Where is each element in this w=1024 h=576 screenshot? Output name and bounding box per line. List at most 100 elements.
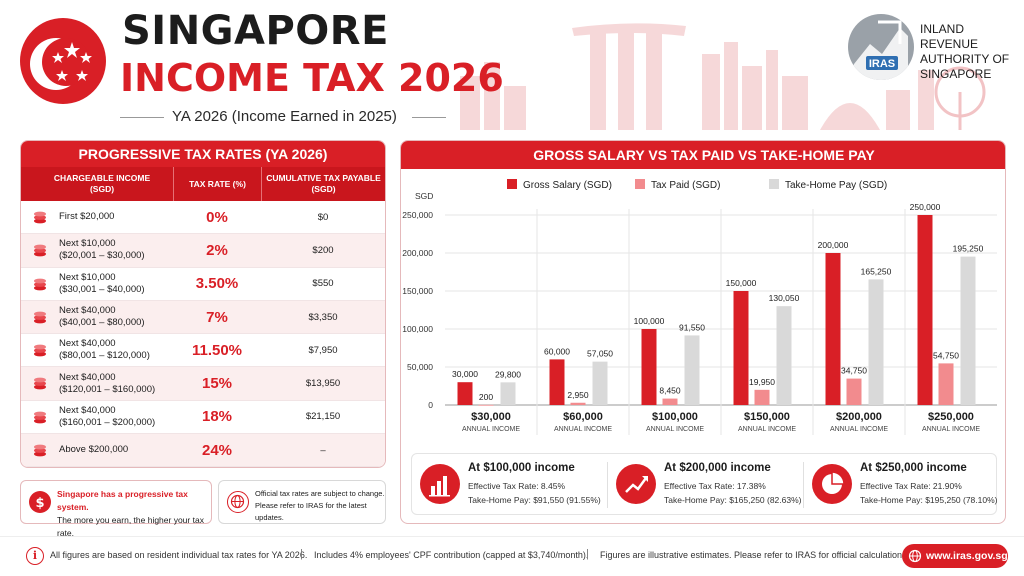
footer-separator: | [586, 548, 589, 560]
iras-logo-icon: IRAS [848, 14, 914, 80]
tax-rate-value: 7% [206, 308, 228, 326]
cumulative-tax-value: $200 [312, 244, 334, 256]
divider [803, 462, 804, 508]
income-bracket-range: ($40,001 – $80,000) [59, 317, 145, 329]
globe-icon [227, 491, 249, 513]
table-row: Next $40,000 ($40,001 – $80,000) 7% $3,350 [21, 300, 385, 335]
summary-card-200k: At $200,000 income Effective Tax Rate: 1… [608, 454, 803, 516]
income-bracket-range: ($30,001 – $40,000) [59, 283, 145, 295]
tax-rate-value: 2% [206, 241, 228, 259]
bar [457, 382, 473, 405]
income-bracket: Next $40,000 ($40,001 – $80,000) [59, 305, 173, 329]
bar [776, 306, 792, 405]
bar [960, 256, 976, 405]
summary-cards: At $100,000 income Effective Tax Rate: 8… [411, 453, 999, 516]
table-row: Next $40,000 ($80,001 – $120,000) 11.50% $7… [21, 334, 385, 368]
svg-text:$: $ [35, 496, 44, 511]
globe-icon [908, 549, 922, 563]
page-subtitle: YA 2026 (Income Earned in 2025) [172, 108, 397, 125]
footer-note: All figures are based on resident indivi… [50, 550, 308, 560]
bar-value-label: 8,450 [659, 386, 681, 396]
bar-value-label: 200,000 [818, 240, 849, 250]
income-bracket: Next $10,000 ($30,001 – $40,000) [59, 272, 173, 296]
info-icon: i [26, 547, 44, 565]
x-category-label: $60,000 [563, 411, 603, 423]
bar [662, 398, 678, 405]
note-line: The more you earn, the higher your tax r… [57, 515, 204, 538]
cumulative-tax-value: – [320, 444, 326, 456]
income-bracket-label: Next $10,000 [59, 271, 116, 283]
x-category-label: $250,000 [928, 411, 974, 423]
bar-chart-icon [420, 464, 460, 504]
org-name-line: SINGAPORE [920, 67, 992, 81]
bar [754, 389, 770, 405]
income-bracket-label: Above $200,000 [59, 444, 129, 456]
y-axis-label: SGD [415, 191, 433, 201]
cumulative-tax-value: $21,150 [305, 411, 341, 423]
x-category-sublabel: ANNUAL INCOME [646, 426, 704, 433]
legend-swatch [635, 179, 645, 189]
note-line: Please refer to IRAS for the latest upda… [255, 501, 367, 522]
chart-panel: GROSS SALARY VS TAX PAID VS TAKE-HOME PA… [400, 140, 1006, 524]
bar [938, 363, 954, 405]
y-tick-label: 150,000 [402, 286, 433, 296]
income-bracket-label: Next $40,000 [59, 305, 116, 317]
column-header-cumulative: CUMULATIVE TAX PAYABLE (SGD) [261, 167, 385, 201]
website-text: www.iras.gov.sg [926, 550, 1008, 562]
iras-logo-text: IRAS [869, 58, 895, 70]
tax-rate-value: 11.50% [191, 341, 243, 359]
card-take-home: Take-Home Pay: $195,250 (78.10%) [860, 495, 998, 505]
x-category-sublabel: ANNUAL INCOME [554, 426, 612, 433]
website-link[interactable]: www.iras.gov.sg [902, 544, 1008, 568]
legend-label: Gross Salary (SGD) [523, 180, 612, 191]
tax-rate-value: 3.50% [195, 275, 239, 293]
page-title-line2: INCOME TAX 2026 [120, 56, 504, 100]
tax-rates-table-panel: PROGRESSIVE TAX RATES (YA 2026) CHARGEAB… [20, 140, 386, 468]
footer-note: Includes 4% employees' CPF contribution … [314, 550, 589, 560]
y-tick-label: 50,000 [407, 362, 433, 372]
x-category-label: $200,000 [836, 411, 882, 423]
note-line: Singapore has a progressive tax system. [57, 489, 188, 512]
tax-rate-value: 0% [206, 208, 228, 226]
y-tick-label: 250,000 [402, 210, 433, 220]
income-bracket-label: Next $40,000 [59, 371, 116, 383]
cumulative-tax-value: $13,950 [305, 378, 341, 390]
income-bracket-label: First $20,000 [59, 211, 115, 223]
y-tick-label: 100,000 [402, 324, 433, 334]
bar-value-label: 150,000 [726, 278, 757, 288]
card-take-home: Take-Home Pay: $165,250 (82.63%) [664, 495, 802, 505]
divider [412, 117, 446, 118]
singapore-flag-emblem-icon [20, 18, 106, 104]
org-name: INLAND REVENUE AUTHORITY OF SINGAPORE [920, 22, 1024, 82]
bar [500, 382, 516, 405]
income-bracket-range: ($160,001 – $200,000) [59, 416, 156, 428]
y-tick-label: 0 [428, 400, 433, 410]
summary-card-250k: At $250,000 income Effective Tax Rate: 2… [804, 454, 999, 516]
column-header-income: CHARGEABLE INCOME (SGD) [53, 173, 151, 194]
x-category-sublabel: ANNUAL INCOME [738, 426, 796, 433]
bar [592, 361, 608, 405]
income-bracket: Next $40,000 ($120,001 – $160,000) [59, 372, 173, 396]
progressive-note-text: Singapore has a progressive tax system. … [57, 488, 211, 540]
coin-stack-icon [21, 301, 59, 333]
bar-value-label: 165,250 [861, 266, 892, 276]
income-bracket-range: ($120,001 – $160,000) [59, 383, 156, 395]
legend-swatch [769, 179, 779, 189]
y-tick-label: 200,000 [402, 248, 433, 258]
table-row: Next $10,000 ($20,001 – $30,000) 2% $200 [21, 234, 385, 268]
org-name-line: INLAND REVENUE [920, 22, 979, 51]
x-category-label: $150,000 [744, 411, 790, 423]
card-take-home: Take-Home Pay: $91,550 (91.55%) [468, 495, 601, 505]
legend-swatch [507, 179, 517, 189]
bar-value-label: 130,050 [769, 293, 800, 303]
summary-card-100k: At $100,000 income Effective Tax Rate: 8… [412, 454, 607, 516]
table-header: CHARGEABLE INCOME (SGD) TAX RATE (%) CUM… [21, 167, 385, 201]
bar-value-label: 29,800 [495, 369, 521, 379]
card-effective-rate: Effective Tax Rate: 21.90% [860, 481, 962, 491]
cumulative-tax-value: $3,350 [308, 311, 338, 323]
x-category-sublabel: ANNUAL INCOME [830, 426, 888, 433]
footer: i All figures are based on resident indi… [0, 536, 1024, 576]
table-row: Above $200,000 24% – [21, 434, 385, 467]
cumulative-tax-value: $7,950 [308, 344, 338, 356]
org-name-line: AUTHORITY OF [920, 52, 1010, 66]
